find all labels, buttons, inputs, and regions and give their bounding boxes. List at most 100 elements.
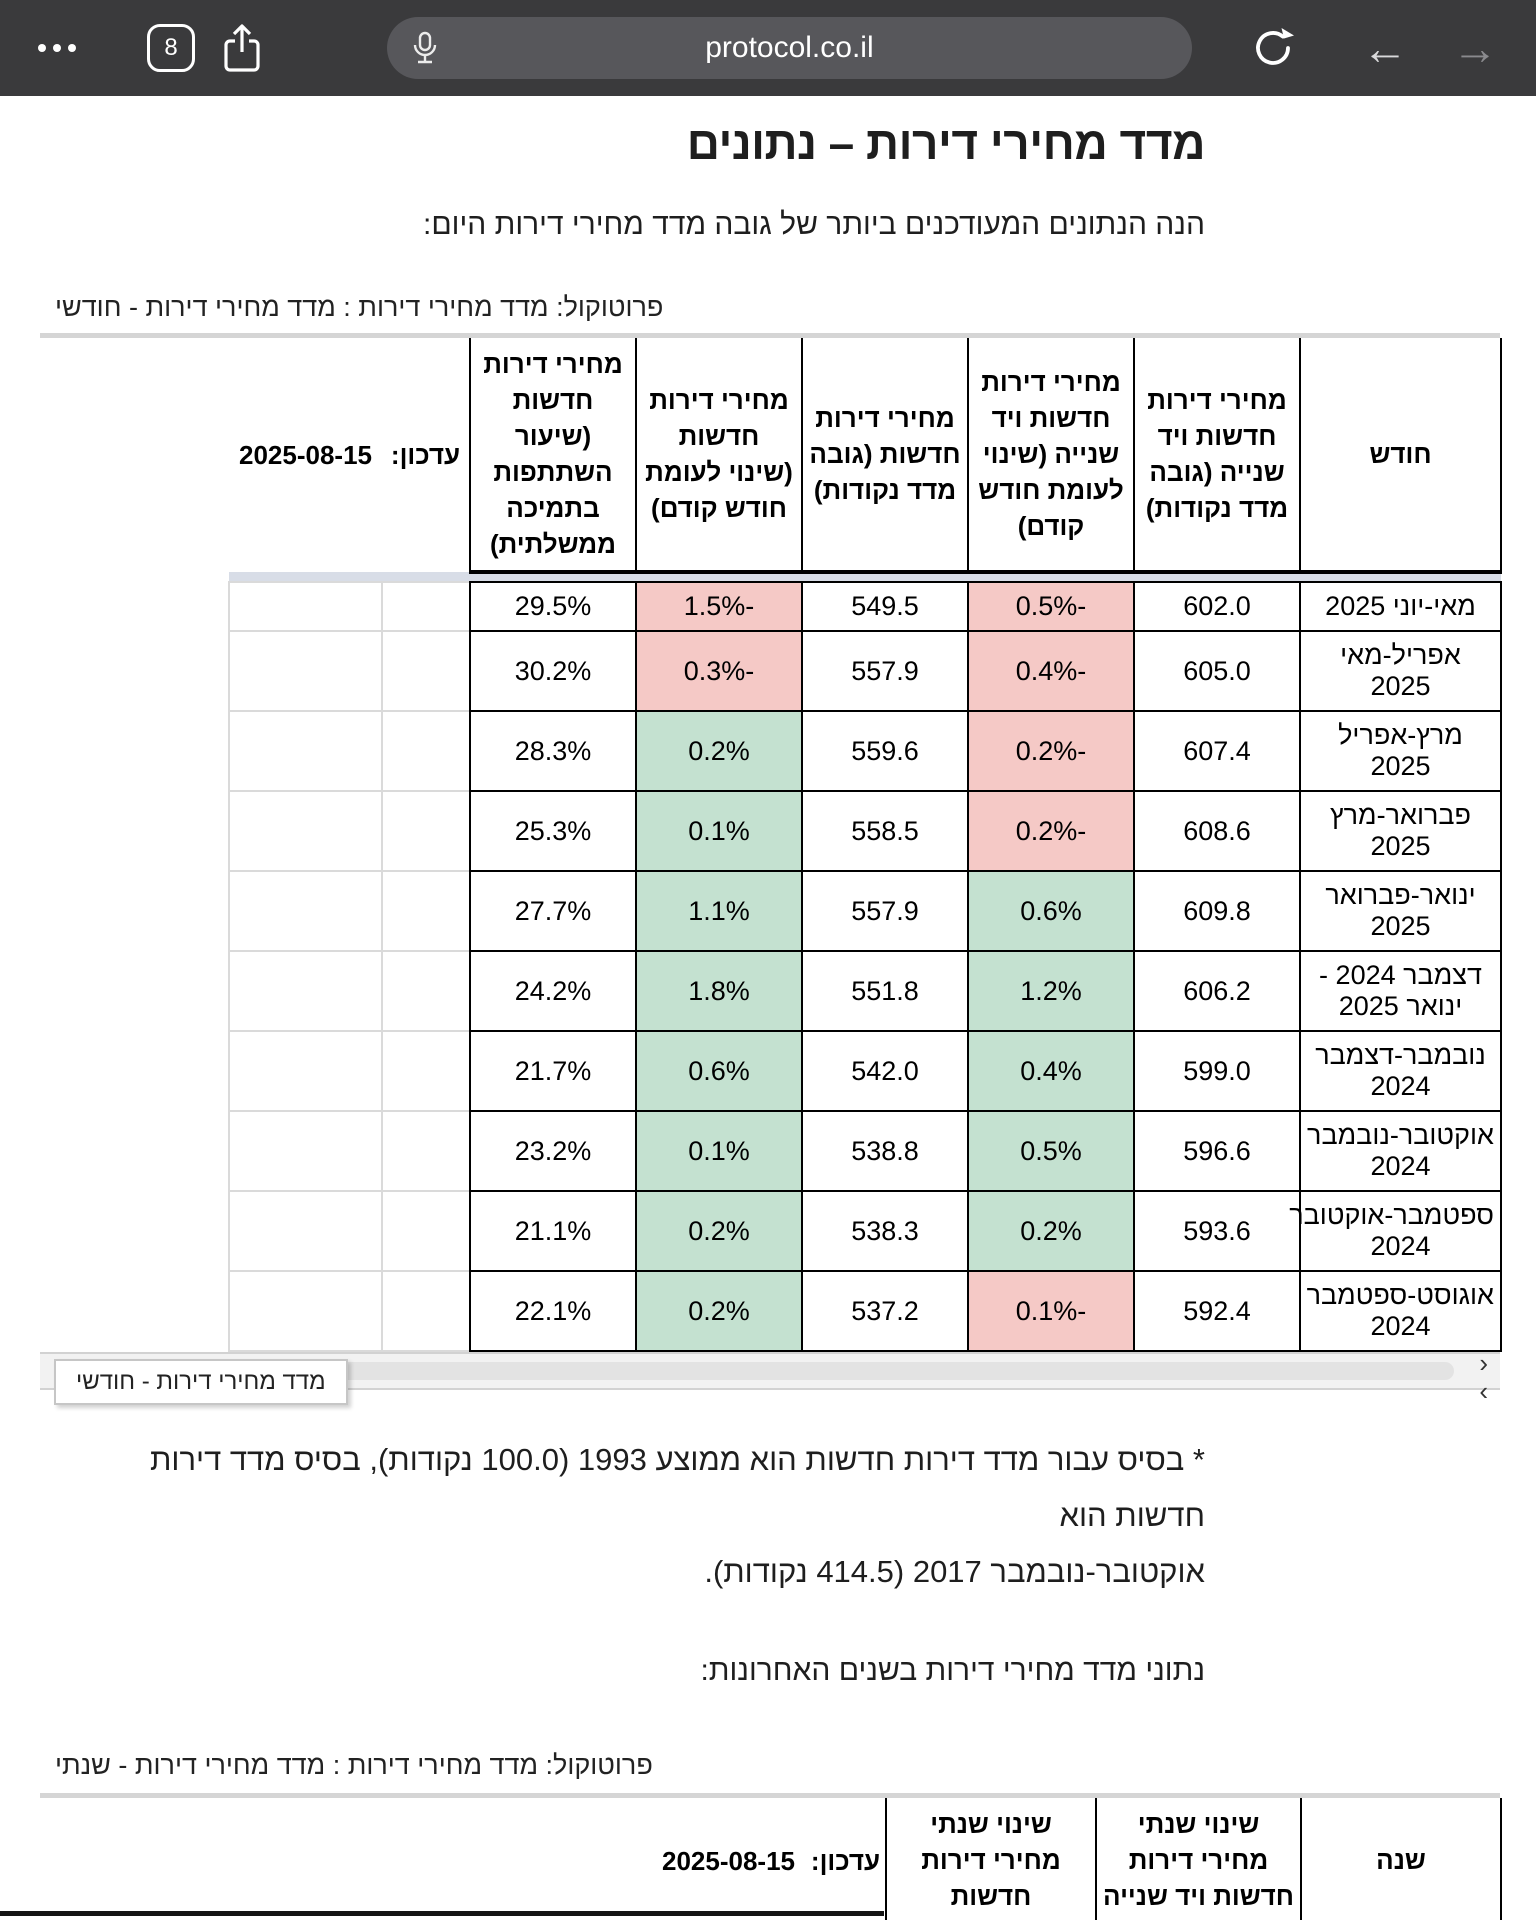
cell-combo-index: 602.0 — [1133, 581, 1301, 632]
table-row: אפריל-מאי 2025 605.0 0.4%- 557.9 0.3%- 30.2% — [41, 630, 1502, 712]
cell-share: 23.2% — [469, 1110, 637, 1192]
blank-cell — [41, 791, 229, 871]
cell-month: פברואר-מרץ 2025 — [1299, 790, 1502, 872]
ghost-cell — [381, 710, 470, 792]
cell-new-change: 0.2% — [635, 1190, 803, 1272]
scroll-right-icon[interactable]: › — [1479, 1348, 1488, 1378]
cell-month: ספטמבר-אוקטובר 2024 — [1289, 1190, 1502, 1272]
cell-new-change: 1.5%- — [635, 581, 803, 632]
cell-combo-change: 0.6% — [967, 870, 1135, 952]
blank-cell — [41, 711, 229, 791]
ghost-cell — [381, 630, 470, 712]
header-row: שנה שינוי שנתי מחירי דירות חדשות ויד שני… — [41, 1798, 1502, 1920]
yearly-index-table: שנה שינוי שנתי מחירי דירות חדשות ויד שני… — [40, 1793, 1502, 1920]
cell-new-index: 549.5 — [801, 581, 969, 632]
table-row: אוקטובר-נובמבר 2024 596.6 0.5% 538.8 0.1% 23.… — [41, 1110, 1502, 1192]
ghost-cell — [381, 581, 470, 632]
col-header-new-index: מחירי דירות חדשות (גובה מדד נקודות) — [801, 338, 969, 574]
bottom-edge-bar — [0, 1911, 884, 1916]
monthly-table-caption: פרוטוקול: מדד מחירי דירות : מדד מחירי די… — [55, 292, 664, 322]
cell-combo-change: 1.2% — [967, 950, 1135, 1032]
footnote-line-1: * בסיס עבור מדד דירות חדשות הוא ממוצע 19… — [149, 1442, 1205, 1533]
horizontal-scrollbar[interactable] — [66, 1362, 1454, 1380]
cell-share: 21.7% — [469, 1030, 637, 1112]
microphone-icon[interactable] — [411, 31, 439, 67]
cell-month: אוקטובר-נובמבר 2024 — [1299, 1110, 1502, 1192]
footnote-line-2: אוקטובר-נובמבר 2017 (414.5 נקודות). — [704, 1554, 1205, 1589]
years-intro-text: נתוני מדד מחירי דירות בשנים האחרונות: — [700, 1654, 1205, 1687]
blank-cell — [41, 1031, 229, 1111]
cell-combo-index: 607.4 — [1133, 710, 1301, 792]
cell-share: 30.2% — [469, 630, 637, 712]
blank-header — [41, 338, 229, 572]
update-date: 2025-08-15 — [239, 439, 372, 470]
separator-cell — [229, 572, 382, 582]
cell-share: 25.3% — [469, 790, 637, 872]
table-row: מאי-יוני 2025 602.0 0.5%- 549.5 1.5%- 29.5% — [41, 581, 1502, 632]
cell-share: 21.1% — [469, 1190, 637, 1272]
cell-combo-index: 596.6 — [1133, 1110, 1301, 1192]
cell-combo-change: 0.5%- — [967, 581, 1135, 632]
blank-header — [41, 1798, 651, 1920]
cell-combo-index: 592.4 — [1133, 1270, 1301, 1352]
cell-new-change: 1.1% — [635, 870, 803, 952]
cell-new-index: 557.9 — [801, 870, 969, 952]
cell-combo-index: 599.0 — [1133, 1030, 1301, 1112]
more-button[interactable] — [38, 44, 93, 52]
cell-new-change: 0.1% — [635, 1110, 803, 1192]
cell-new-index: 558.5 — [801, 790, 969, 872]
cell-combo-index: 608.6 — [1133, 790, 1301, 872]
intro-text: הנה הנתונים המעודכנים ביותר של גובה מדד … — [422, 208, 1205, 241]
reload-button[interactable] — [1250, 25, 1296, 71]
cell-new-index: 538.8 — [801, 1110, 969, 1192]
share-button[interactable] — [221, 21, 263, 75]
cell-new-change: 0.2% — [635, 1270, 803, 1352]
ghost-cell — [228, 630, 382, 712]
update-date: 2025-08-15 — [662, 1845, 795, 1876]
ghost-cell — [228, 710, 382, 792]
cell-month: אפריל-מאי 2025 — [1299, 630, 1502, 712]
cell-combo-change: 0.2% — [967, 1190, 1135, 1272]
cell-combo-index: 609.8 — [1133, 870, 1301, 952]
separator-cell — [802, 572, 968, 582]
separator-cell — [968, 572, 1134, 582]
cell-month: מרץ-אפריל 2025 — [1299, 710, 1502, 792]
forward-button[interactable]: → — [1452, 22, 1499, 74]
table-row: ספטמבר-אוקטובר 2024 593.6 0.2% 538.3 0.2% 21.… — [41, 1190, 1502, 1272]
cell-month: אוגוסט-ספטמבר 2024 — [1299, 1270, 1502, 1352]
ghost-cell — [228, 790, 382, 872]
col-header-new-annual-change: שינוי שנתי מחירי דירות חדשות — [885, 1798, 1097, 1920]
address-bar[interactable]: protocol.co.il — [386, 17, 1193, 79]
scroll-left-icon[interactable]: ‹ — [1479, 1376, 1488, 1406]
cell-new-index: 538.3 — [801, 1190, 969, 1272]
yearly-table-caption: פרוטוקול: מדד מחירי דירות : מדד מחירי די… — [55, 1750, 653, 1780]
footnote: * בסיס עבור מדד דירות חדשות הוא ממוצע 19… — [55, 1432, 1205, 1600]
cell-share: 22.1% — [469, 1270, 637, 1352]
page-title: מדד מחירי דירות – נתונים — [686, 117, 1206, 169]
cell-combo-change: 0.4%- — [967, 630, 1135, 712]
separator-cell — [470, 572, 636, 582]
cell-new-change: 0.2% — [635, 710, 803, 792]
back-button[interactable]: ← — [1362, 22, 1409, 74]
ghost-cell — [381, 1030, 470, 1112]
blank-cell — [41, 582, 229, 631]
cell-month: נובמבר-דצמבר 2024 — [1299, 1030, 1502, 1112]
cell-combo-change: 0.2%- — [967, 710, 1135, 792]
table-row: פברואר-מרץ 2025 608.6 0.2%- 558.5 0.1% 25.3% — [41, 790, 1502, 872]
tabs-button[interactable]: 8 — [147, 24, 195, 72]
ghost-cell — [228, 950, 382, 1032]
ghost-cell — [381, 1270, 470, 1352]
cell-month: מאי-יוני 2025 — [1299, 581, 1502, 632]
cell-month: דצמבר 2024 - ינואר 2025 — [1299, 950, 1502, 1032]
table-row: נובמבר-דצמבר 2024 599.0 0.4% 542.0 0.6% 21.7% — [41, 1030, 1502, 1112]
cell-new-change: 0.6% — [635, 1030, 803, 1112]
reload-icon — [1256, 28, 1295, 65]
blank-cell — [41, 1191, 229, 1271]
table-row: ינואר-פברואר 2025 609.8 0.6% 557.9 1.1% 27.7% — [41, 870, 1502, 952]
col-header-combo-index: מחירי דירות חדשות ויד שנייה (גובה מדד נק… — [1133, 338, 1301, 574]
browser-toolbar: 8 protocol.co.il ← → — [0, 0, 1536, 96]
separator-cell — [382, 572, 470, 582]
blank-cell — [41, 631, 229, 711]
ghost-cell — [381, 950, 470, 1032]
sheet-tab-monthly[interactable]: מדד מחירי דירות - חודשי — [54, 1359, 348, 1405]
